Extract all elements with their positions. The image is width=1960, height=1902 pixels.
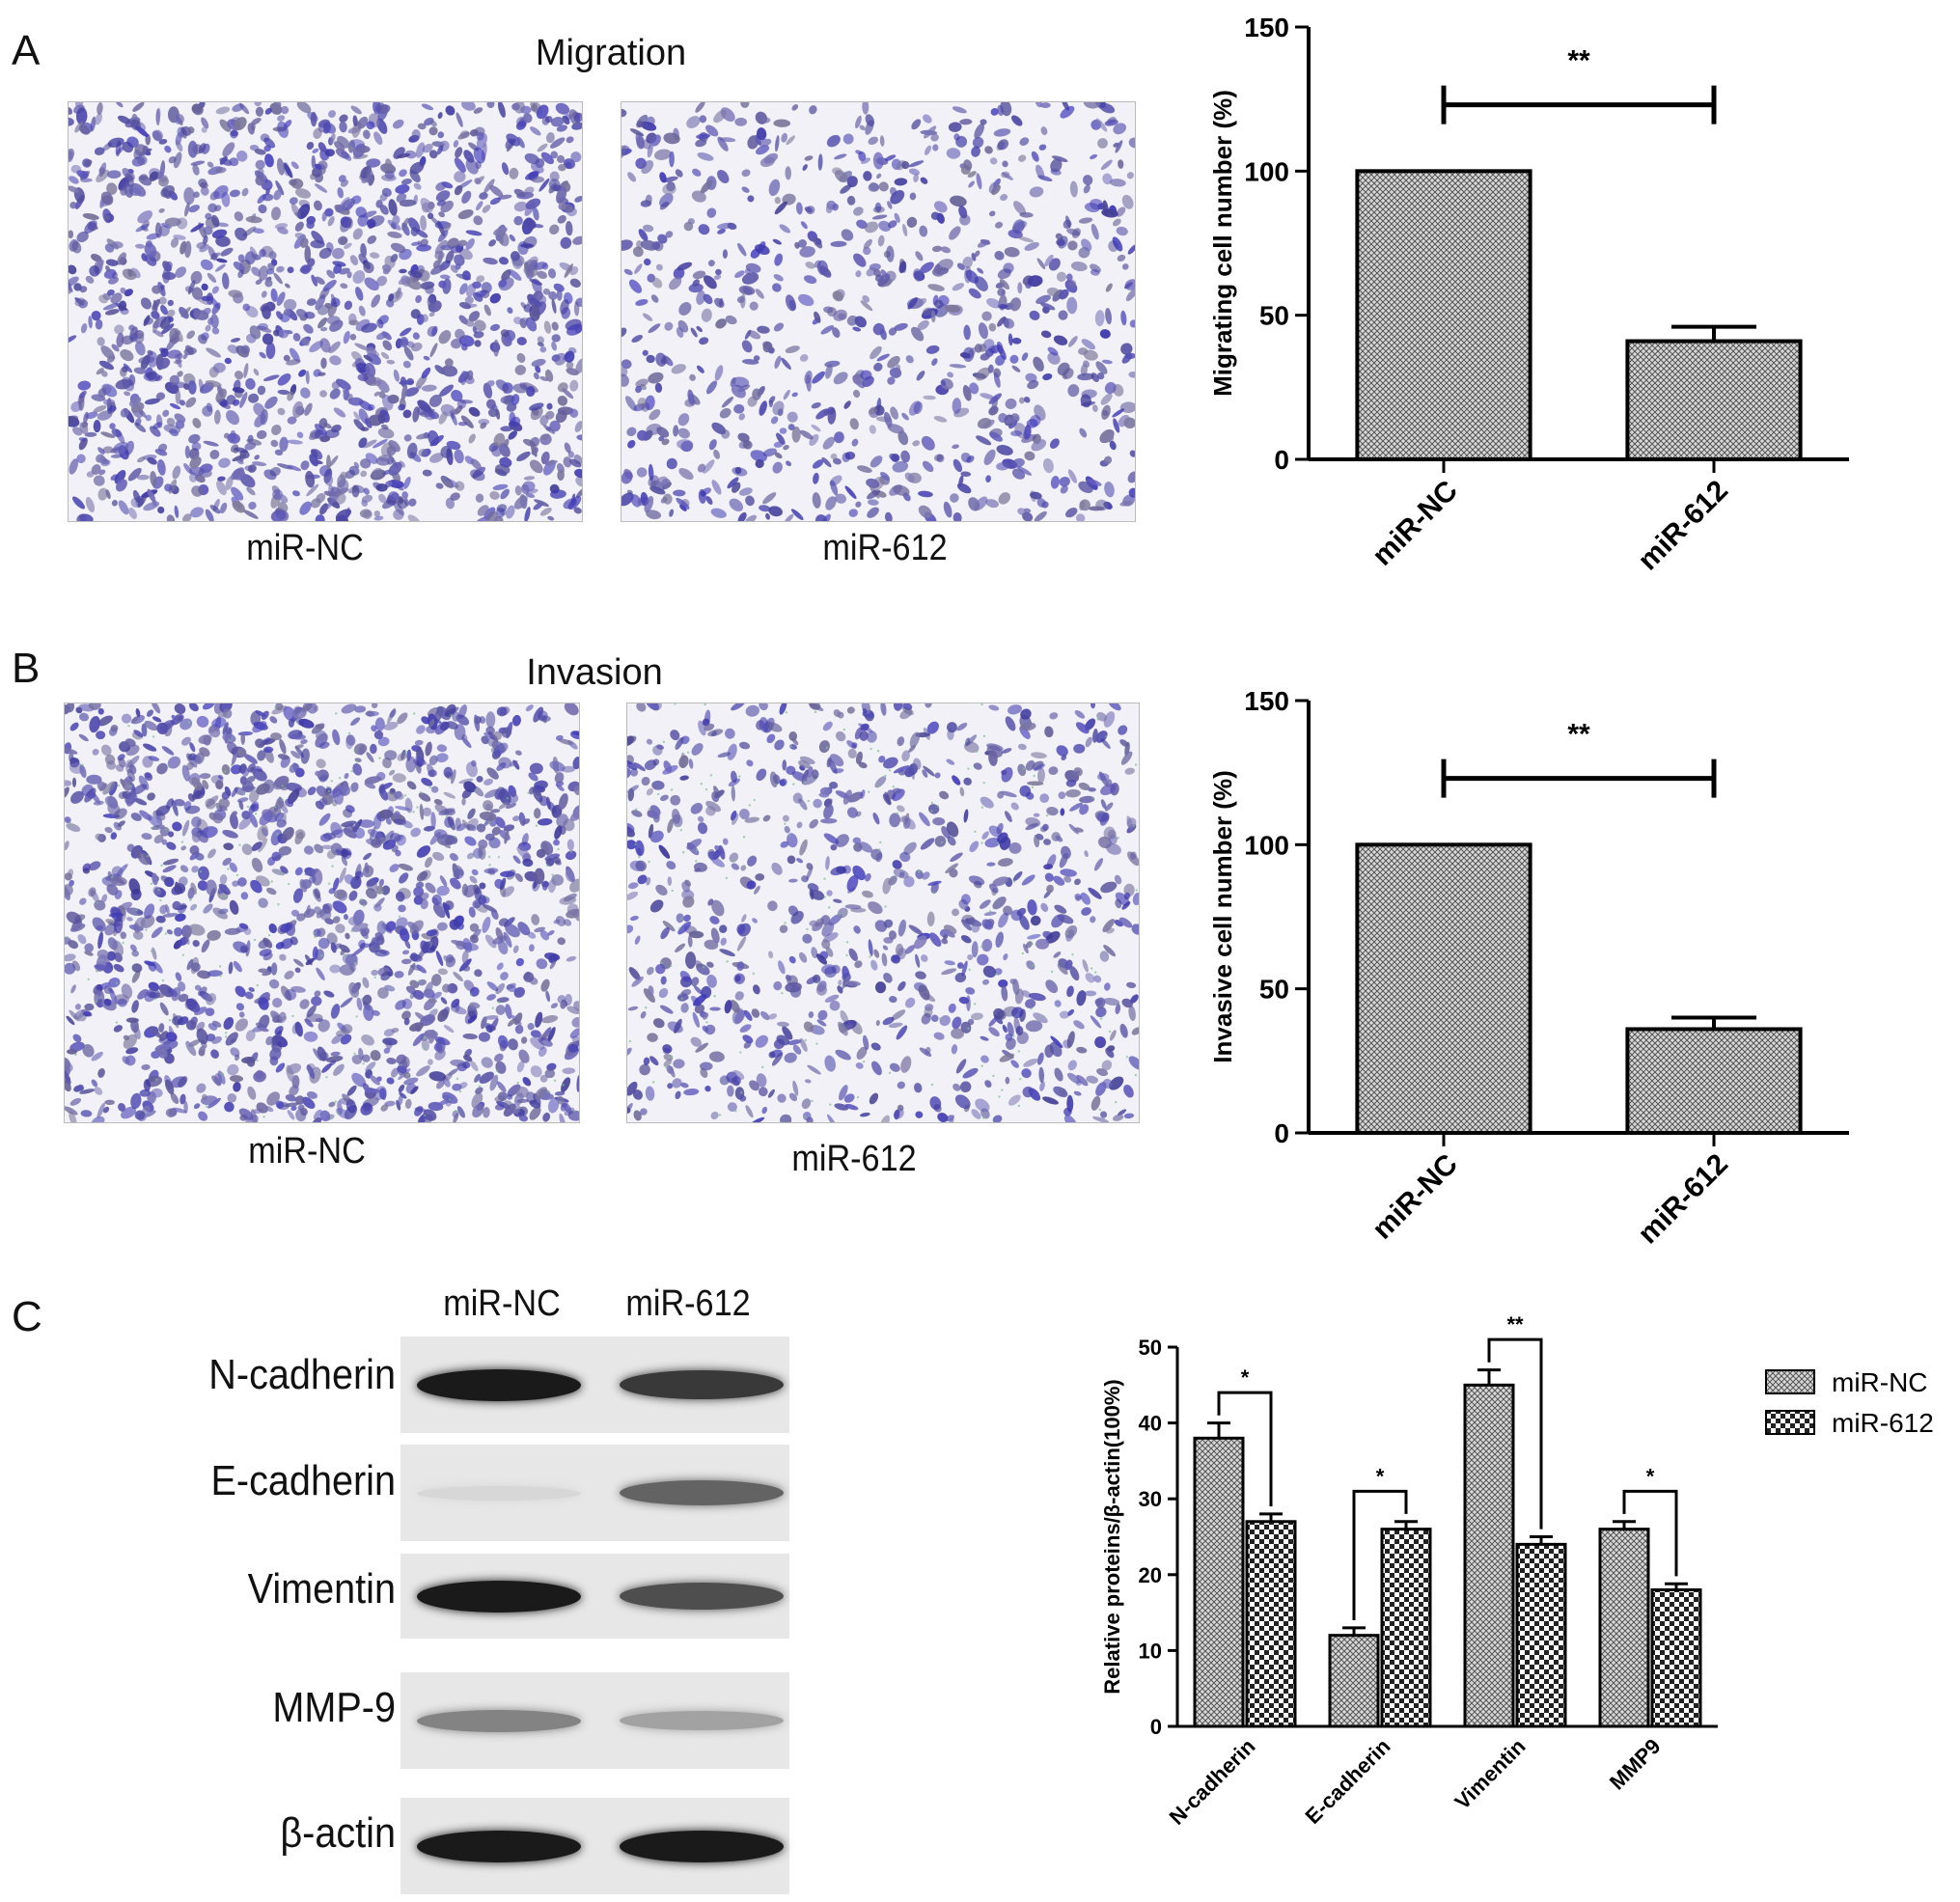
- y-tick-label: 50: [1259, 301, 1289, 331]
- blot-row-label: N-cadherin: [208, 1351, 396, 1398]
- bar-Vimentin-miR-NC: [1463, 1383, 1515, 1728]
- blot-strip: [400, 1672, 789, 1769]
- bar-miR-NC: [1355, 842, 1532, 1135]
- legend-swatch: [1765, 1369, 1815, 1394]
- significance-mark: **: [1567, 45, 1590, 77]
- bar-MMP9-miR-NC: [1598, 1528, 1650, 1728]
- blot-band: [417, 1485, 581, 1501]
- micrograph-a-mir-612: [621, 101, 1136, 522]
- y-tick-label: 20: [1139, 1563, 1162, 1587]
- significance-bracket: [1352, 1489, 1408, 1620]
- significance-mark: **: [1506, 1312, 1524, 1337]
- y-axis-label: Relative proteins/β-actin(100%): [1100, 1379, 1124, 1694]
- y-tick-label: 50: [1259, 975, 1289, 1005]
- bar-E-cadherin-miR-612: [1380, 1528, 1432, 1728]
- blot-strip: [400, 1337, 789, 1433]
- y-tick-label: 40: [1139, 1412, 1162, 1436]
- x-tick-label: miR-NC: [1366, 1148, 1464, 1246]
- blot-strip: [400, 1445, 789, 1541]
- blot-strip: [400, 1554, 789, 1639]
- blot-row-label: Vimentin: [247, 1565, 396, 1613]
- panel-letter-b: B: [12, 645, 41, 692]
- significance-mark: *: [1646, 1464, 1655, 1488]
- y-tick-label: 50: [1139, 1336, 1162, 1360]
- y-tick-label: 150: [1244, 13, 1289, 42]
- significance-bracket: [1622, 1489, 1678, 1577]
- micrograph-b-mir-nc: [64, 703, 580, 1123]
- x-tick-label: E-cadherin: [1300, 1734, 1394, 1829]
- blot-row-label: β-actin: [280, 1809, 396, 1857]
- bar-Vimentin-miR-612: [1515, 1542, 1567, 1728]
- caption-a-mir-nc: miR-NC: [246, 528, 364, 568]
- y-tick-label: 0: [1274, 445, 1289, 475]
- migration-bar-chart: 0 50 100 150 Migrating cell number (%) miR-NC…: [1208, 13, 1849, 577]
- caption-b-mir-nc: miR-NC: [248, 1131, 366, 1172]
- bar-E-cadherin-miR-NC: [1328, 1634, 1380, 1728]
- panel-letter-a: A: [12, 27, 41, 74]
- y-tick-label: 30: [1139, 1487, 1162, 1511]
- y-axis-label: Migrating cell number (%): [1208, 90, 1237, 397]
- significance-bracket: [1487, 1337, 1543, 1530]
- blot-row-label: MMP-9: [272, 1684, 396, 1731]
- y-tick-label: 10: [1139, 1639, 1162, 1663]
- micrograph-a-mir-nc: [68, 101, 583, 522]
- blot-band: [417, 1709, 581, 1732]
- panel-a-title: Migration: [535, 33, 687, 73]
- panel-b-title: Invasion: [526, 652, 663, 693]
- x-tick-label: miR-NC: [1366, 475, 1464, 572]
- blot-band: [417, 1830, 581, 1862]
- x-tick-label: MMP9: [1605, 1734, 1666, 1795]
- bar-N-cadherin-miR-612: [1245, 1520, 1297, 1728]
- y-tick-label: 100: [1244, 156, 1289, 186]
- y-tick-label: 0: [1150, 1715, 1162, 1739]
- x-tick-label: miR-612: [1632, 475, 1734, 577]
- legend-label: miR-612: [1832, 1408, 1934, 1438]
- protein-expression-bar-chart: 0 10 20 30 40 50 Relative proteins/β-actin(100…: [1100, 1312, 1934, 1830]
- y-tick-label: 100: [1244, 830, 1289, 860]
- blot-band: [620, 1711, 784, 1730]
- significance-bracket: [1217, 1391, 1273, 1507]
- bar-miR-612: [1625, 1027, 1803, 1136]
- y-tick-label: 150: [1244, 686, 1289, 716]
- caption-a-mir-612: miR-612: [822, 528, 948, 568]
- significance-mark: **: [1567, 719, 1590, 751]
- blot-band: [620, 1830, 784, 1862]
- significance-mark: *: [1241, 1365, 1250, 1390]
- x-tick-label: N-cadherin: [1165, 1734, 1260, 1830]
- bar-miR-612: [1625, 339, 1803, 461]
- blot-band: [620, 1370, 784, 1399]
- blot-strip: [400, 1798, 789, 1894]
- x-tick-label: Vimentin: [1449, 1734, 1530, 1814]
- blot-row-label: E-cadherin: [210, 1457, 396, 1504]
- blot-band: [620, 1583, 784, 1610]
- legend-label: miR-NC: [1832, 1367, 1928, 1397]
- invasion-bar-chart: 0 50 100 150 Invasive cell number (%) miR-NC m…: [1208, 686, 1849, 1251]
- bar-MMP9-miR-612: [1650, 1588, 1702, 1728]
- significance-mark: *: [1376, 1464, 1385, 1488]
- blot-band: [620, 1480, 784, 1505]
- y-axis-label: Invasive cell number (%): [1208, 770, 1237, 1062]
- y-tick-label: 0: [1274, 1118, 1289, 1148]
- x-tick-label: miR-612: [1632, 1148, 1734, 1251]
- blot-lane-mir-612: miR-612: [625, 1283, 751, 1324]
- blot-band: [417, 1368, 581, 1401]
- blot-lane-mir-nc: miR-NC: [443, 1283, 561, 1324]
- caption-b-mir-612: miR-612: [791, 1139, 917, 1179]
- legend-swatch: [1765, 1410, 1815, 1435]
- bar-miR-NC: [1355, 169, 1532, 461]
- panel-letter-c: C: [12, 1293, 42, 1340]
- blot-band: [417, 1580, 581, 1613]
- bar-N-cadherin-miR-NC: [1193, 1436, 1245, 1728]
- micrograph-b-mir-612: [626, 703, 1140, 1123]
